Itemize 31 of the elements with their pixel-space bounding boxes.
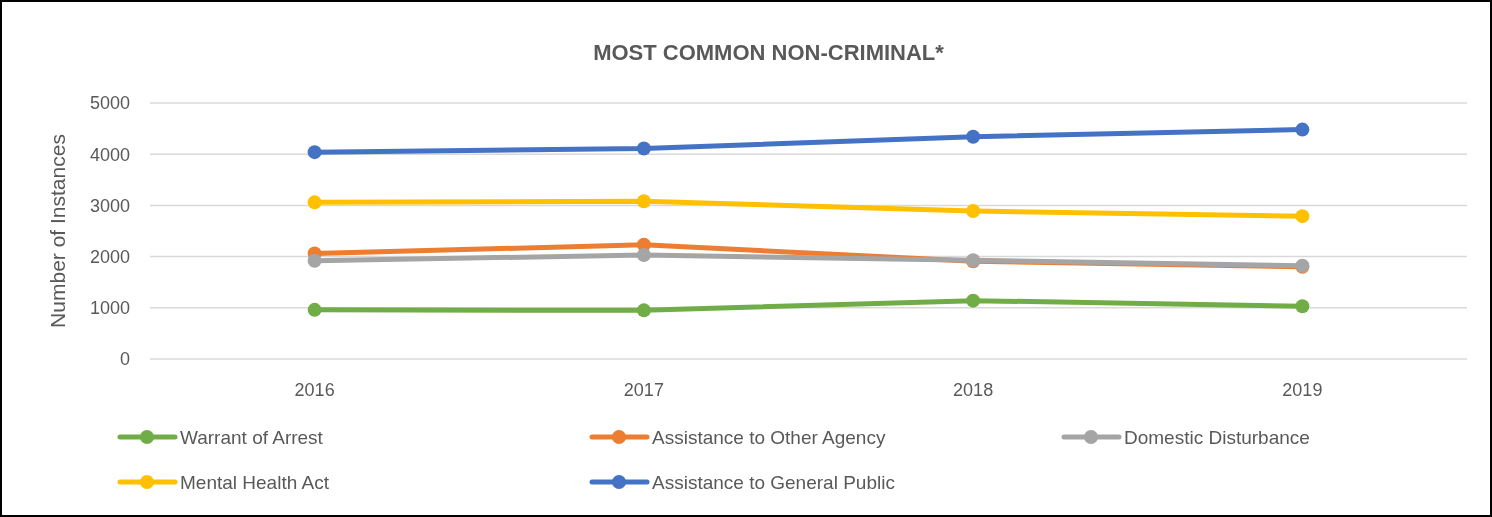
y-tick-label: 3000 [89, 195, 130, 216]
legend-label: Warrant of Arrest [180, 426, 324, 448]
point [966, 293, 981, 308]
point [1295, 209, 1310, 224]
point [966, 129, 981, 144]
point [636, 141, 651, 156]
chart-title: MOST COMMON NON-CRIMINAL* [593, 40, 945, 65]
point [966, 204, 981, 219]
x-tick-label: 2016 [294, 380, 335, 400]
y-tick-label: 5000 [89, 93, 130, 114]
y-tick-label: 1000 [89, 298, 130, 319]
legend-label: Mental Health Act [180, 471, 330, 493]
point [307, 302, 322, 317]
point [636, 303, 651, 318]
point [1295, 122, 1310, 137]
x-tick-label: 2019 [1282, 380, 1323, 400]
point [636, 248, 651, 263]
y-tick-label: 0 [119, 349, 130, 370]
y-axis-title: Number of Instances [46, 134, 69, 328]
y-tick-label: 4000 [89, 144, 130, 165]
point [307, 145, 322, 160]
legend-label: Assistance to Other Agency [652, 426, 886, 448]
x-tick-label: 2018 [953, 380, 994, 400]
point [307, 253, 322, 268]
point [307, 195, 322, 210]
point [636, 194, 651, 209]
legend-label: Assistance to General Public [652, 471, 895, 493]
point [1295, 299, 1310, 314]
legend-label: Domestic Disturbance [1124, 426, 1310, 448]
x-tick-label: 2017 [623, 380, 664, 400]
y-tick-label: 2000 [89, 246, 130, 267]
